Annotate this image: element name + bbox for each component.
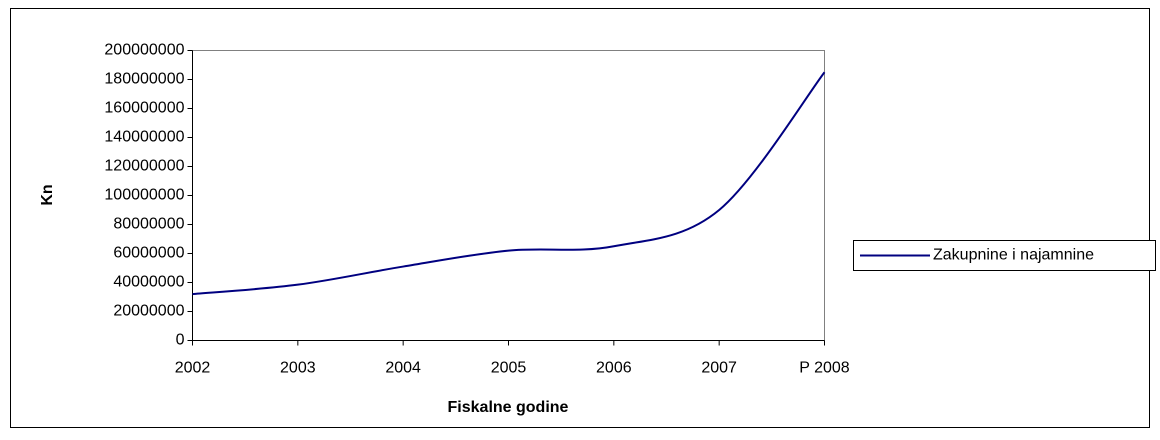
y-tick-label: 120000000 [104,158,184,175]
y-tick-label: 100000000 [104,187,184,204]
x-tick-label: 2006 [596,360,632,377]
y-tick-label: 160000000 [104,100,184,117]
y-tick-label: 20000000 [113,303,184,320]
x-tick-label: P 2008 [799,360,850,377]
x-tick-label: 2003 [280,360,316,377]
x-axis-label: Fiskalne godine [448,399,569,416]
y-tick-label: 180000000 [104,71,184,88]
x-tick-label: 2002 [175,360,211,377]
y-tick-label: 60000000 [113,245,184,262]
y-tick-label: 80000000 [113,216,184,233]
x-tick-label: 2007 [701,360,737,377]
chart-border [10,8,1150,428]
y-axis-label: Kn [39,184,56,205]
x-tick-label: 2004 [385,360,421,377]
y-tick-label: 40000000 [113,274,184,291]
series-line [192,71,826,296]
y-tick-label: 140000000 [104,129,184,146]
x-tick-label: 2005 [491,360,527,377]
y-tick-label: 200000000 [104,42,184,59]
y-tick-label: 0 [176,332,185,349]
legend-label: Zakupnine i najamnine [933,247,1094,264]
